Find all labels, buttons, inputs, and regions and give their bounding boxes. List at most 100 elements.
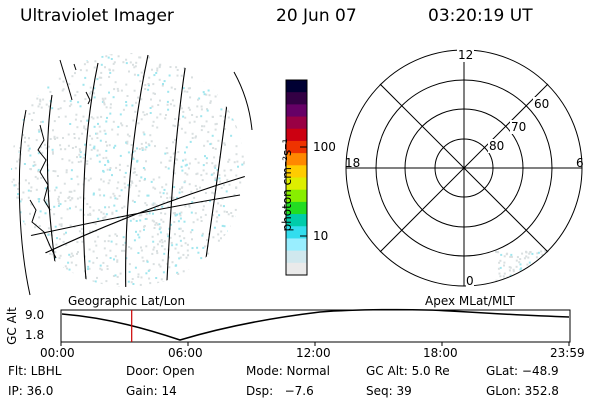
image-pixel xyxy=(89,230,91,233)
image-pixel xyxy=(249,98,251,100)
image-pixel xyxy=(16,121,19,124)
image-pixel xyxy=(107,56,110,59)
image-pixel xyxy=(245,140,247,142)
image-pixel xyxy=(67,197,70,199)
image-pixel xyxy=(227,256,230,258)
image-pixel xyxy=(116,259,119,262)
image-pixel xyxy=(127,184,130,187)
image-pixel xyxy=(59,148,62,151)
image-pixel xyxy=(131,278,134,280)
image-pixel xyxy=(213,192,216,195)
image-pixel xyxy=(108,68,111,71)
image-pixel xyxy=(148,144,151,147)
image-pixel xyxy=(212,236,215,239)
image-pixel xyxy=(151,68,153,71)
image-pixel xyxy=(548,259,551,262)
image-pixel xyxy=(22,234,25,237)
image-pixel xyxy=(171,244,174,247)
image-pixel xyxy=(169,103,172,106)
image-pixel xyxy=(22,134,25,136)
image-pixel xyxy=(126,140,129,143)
image-pixel xyxy=(209,200,211,203)
image-pixel xyxy=(133,201,136,203)
image-pixel xyxy=(125,141,128,144)
image-pixel xyxy=(114,81,117,84)
image-pixel xyxy=(65,53,68,54)
image-pixel xyxy=(200,216,203,219)
image-pixel xyxy=(98,125,101,128)
image-pixel xyxy=(16,160,19,163)
image-pixel xyxy=(581,277,582,280)
alt-ymin-label: 1.8 xyxy=(25,328,45,342)
image-pixel xyxy=(116,234,118,237)
image-pixel xyxy=(16,196,19,199)
image-pixel xyxy=(204,200,207,203)
image-pixel xyxy=(551,250,554,253)
image-pixel xyxy=(180,127,183,130)
image-pixel xyxy=(214,179,217,182)
image-pixel xyxy=(96,257,98,259)
image-pixel xyxy=(246,134,248,136)
image-pixel xyxy=(134,65,137,68)
image-pixel xyxy=(128,135,131,138)
image-pixel xyxy=(22,118,25,121)
image-pixel xyxy=(31,119,34,121)
image-pixel xyxy=(153,202,156,205)
image-pixel xyxy=(78,153,81,156)
image-pixel xyxy=(70,284,73,287)
image-pixel xyxy=(197,65,200,67)
image-pixel xyxy=(177,273,180,275)
image-pixel xyxy=(132,156,134,159)
image-pixel xyxy=(49,90,52,93)
image-pixel xyxy=(205,77,208,80)
image-pixel xyxy=(145,141,147,144)
image-pixel xyxy=(235,187,238,189)
image-pixel xyxy=(99,267,102,270)
image-pixel xyxy=(214,95,217,98)
image-pixel xyxy=(14,254,17,257)
image-pixel xyxy=(133,239,136,242)
image-pixel xyxy=(562,278,565,280)
image-pixel xyxy=(150,98,152,101)
image-pixel xyxy=(123,249,126,252)
image-pixel xyxy=(223,142,226,145)
image-pixel xyxy=(20,116,23,119)
image-pixel xyxy=(120,89,123,92)
image-pixel xyxy=(218,174,221,177)
image-pixel xyxy=(137,275,140,278)
image-pixel xyxy=(29,238,32,241)
image-pixel xyxy=(25,65,28,68)
image-pixel xyxy=(63,233,66,236)
image-pixel xyxy=(197,161,200,164)
image-pixel xyxy=(545,274,548,277)
image-pixel xyxy=(573,256,576,259)
image-pixel xyxy=(189,231,192,234)
image-pixel xyxy=(180,211,183,214)
image-pixel xyxy=(498,261,501,264)
image-pixel xyxy=(204,287,206,289)
image-pixel xyxy=(140,142,143,145)
image-pixel xyxy=(117,125,120,128)
image-pixel xyxy=(227,230,230,233)
image-pixel xyxy=(184,151,186,154)
image-pixel xyxy=(188,269,191,272)
image-pixel xyxy=(48,145,50,148)
image-pixel xyxy=(224,289,226,291)
image-pixel xyxy=(33,275,36,278)
image-pixel xyxy=(28,147,31,150)
image-pixel xyxy=(54,225,57,228)
image-pixel xyxy=(242,215,245,218)
image-pixel xyxy=(173,104,176,107)
image-pixel xyxy=(232,229,235,232)
image-pixel xyxy=(50,68,53,71)
image-pixel xyxy=(575,283,578,286)
image-pixel xyxy=(35,188,38,191)
image-pixel xyxy=(228,55,231,58)
image-pixel xyxy=(86,61,89,64)
image-pixel xyxy=(560,271,563,274)
image-pixel xyxy=(56,281,59,284)
image-pixel xyxy=(518,276,521,279)
image-pixel xyxy=(240,137,243,140)
image-pixel xyxy=(86,160,89,163)
image-pixel xyxy=(196,188,198,191)
